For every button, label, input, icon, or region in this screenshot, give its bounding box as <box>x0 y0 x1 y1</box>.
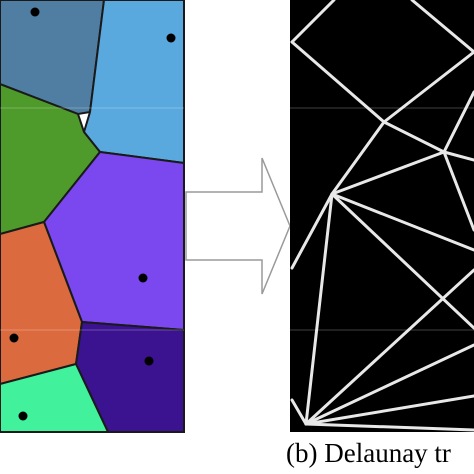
caption-b: (b) Delaunay tr <box>286 438 451 468</box>
voronoi-seed <box>18 411 28 421</box>
delaunay-edges <box>290 0 474 432</box>
voronoi-seed <box>30 7 40 17</box>
voronoi-seed <box>166 33 176 43</box>
voronoi-cell-blue-gray <box>0 0 106 116</box>
right-arrow-icon <box>185 157 291 295</box>
voronoi-seed <box>144 356 154 366</box>
voronoi-cell-indigo <box>74 320 185 433</box>
delaunay-panel <box>290 0 474 432</box>
voronoi-seed <box>138 273 148 283</box>
voronoi-seed <box>9 333 19 343</box>
voronoi-panel <box>0 0 185 433</box>
